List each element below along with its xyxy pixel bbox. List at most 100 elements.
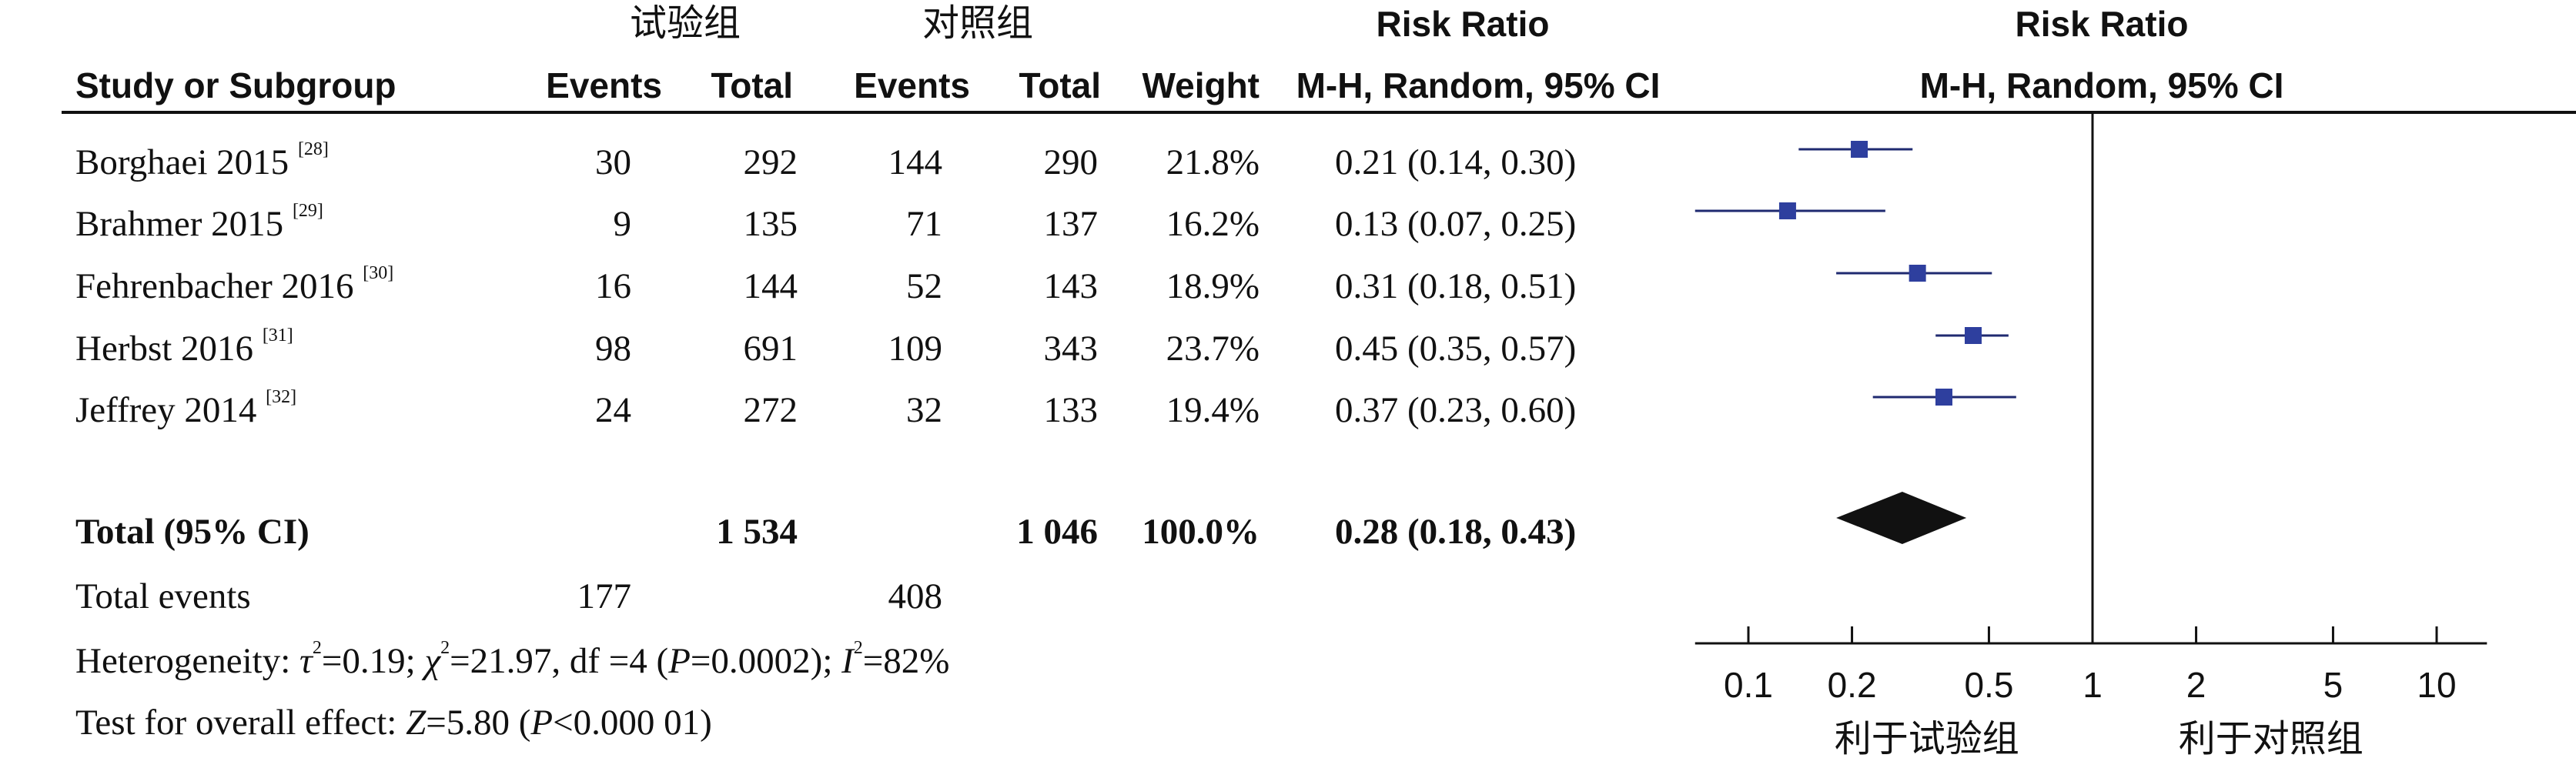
favours-experimental-label: 利于试验组 [1835,717,2019,760]
study-name: Borghaei 2015 [28] [75,140,329,182]
exp-total: 135 [743,204,798,244]
tau-squared: 2 [312,638,322,658]
rr-table-title: Risk Ratio [1376,4,1550,44]
exp-total: 272 [743,390,798,430]
ctl-total-header: Total [1019,65,1101,105]
tau-value: =0.19; [321,641,425,681]
exp-events: 98 [595,329,631,369]
heterogeneity-stats: Heterogeneity: τ2=0.19; χ2=21.97, df =4 … [75,639,950,681]
x-tick-label: 0.2 [1828,665,1877,705]
study-name: Brahmer 2015 [29] [75,202,323,244]
tau-symbol: τ [299,641,313,681]
study-name-text: Borghaei 2015 [75,142,289,182]
ctl-events-header: Events [854,65,970,105]
weight: 19.4% [1166,390,1260,430]
exp-events: 30 [595,142,631,182]
study-point-marker [1909,265,1926,282]
control-group-header: 对照组 [922,2,1033,45]
chi-symbol: χ [424,641,441,681]
ctl-events: 32 [906,390,942,430]
ctl-events: 52 [906,266,942,306]
weight: 16.2% [1166,204,1260,244]
study-point-marker [1851,141,1868,158]
study-column-header: Study or Subgroup [75,65,396,105]
exp-total: 691 [743,329,798,369]
chi-squared: 2 [440,638,450,658]
i-squared: 2 [853,638,863,658]
study-ref: [31] [262,326,293,346]
ctl-total: 143 [1043,266,1099,306]
study-point-marker [1778,202,1796,219]
z-symbol: Z [406,703,427,743]
i-symbol: I [841,641,854,681]
rr-ci: 0.37 (0.23, 0.60) [1335,390,1577,430]
total-events-exp: 177 [577,576,632,616]
study-name-text: Brahmer 2015 [75,204,284,244]
study-name-text: Herbst 2016 [75,329,254,369]
x-tick-label: 1 [2083,665,2103,705]
rr-method-header: M-H, Random, 95% CI [1296,65,1661,105]
ctl-total: 343 [1043,329,1099,369]
study-name-text: Jeffrey 2014 [75,390,257,430]
x-tick-label: 5 [2323,665,2343,705]
exp-total: 292 [743,142,798,182]
experimental-group-header: 试验组 [629,2,741,45]
study-name: Herbst 2016 [31] [75,326,293,369]
z-value: =5.80 ( [426,703,531,743]
exp-events: 16 [595,266,631,306]
study-ref: [28] [297,139,329,159]
p-value: =0.0002); [690,641,842,681]
weight: 23.7% [1166,329,1260,369]
i-value: =82% [862,641,950,681]
total-label: Total (95% CI) [75,512,309,552]
study-name: Jeffrey 2014 [32] [75,388,296,430]
rr-ci: 0.45 (0.35, 0.57) [1335,329,1577,369]
p-symbol: P [668,641,691,681]
study-ref: [29] [292,201,323,221]
weight: 18.9% [1166,266,1260,306]
pooled-diamond [1836,492,1967,544]
exp-events-header: Events [546,65,662,105]
ctl-total: 290 [1043,142,1099,182]
ctl-events: 144 [888,142,943,182]
heterogeneity-prefix: Heterogeneity: [75,641,300,681]
ctl-total: 137 [1043,204,1099,244]
overall-effect-test: Test for overall effect: Z=5.80 (P<0.000… [75,705,712,741]
exp-events: 9 [613,204,632,244]
study-name: Fehrenbacher 2016 [30] [75,264,393,306]
study-name-text: Fehrenbacher 2016 [75,266,354,306]
total-events-ctl: 408 [888,576,943,616]
total-weight: 100.0% [1142,512,1260,552]
x-tick-label: 0.5 [1964,665,2013,705]
study-ref: [32] [266,387,297,407]
total-events-label: Total events [75,576,251,616]
total-rr-ci: 0.28 (0.18, 0.43) [1335,512,1577,552]
plot-method-header: M-H, Random, 95% CI [1919,65,2284,105]
ctl-events: 109 [888,329,943,369]
rr-ci: 0.31 (0.18, 0.51) [1335,266,1577,306]
exp-total: 144 [743,266,798,306]
study-ref: [30] [363,263,394,283]
weight-header: Weight [1142,65,1260,105]
chi-value: =21.97, df =4 ( [450,641,669,681]
ctl-events: 71 [906,204,942,244]
rr-ci: 0.13 (0.07, 0.25) [1335,204,1577,244]
study-point-marker [1964,327,1982,344]
x-tick-label: 2 [2186,665,2206,705]
p-value: <0.000 01) [553,703,712,743]
exp-events: 24 [595,390,631,430]
total-exp-total: 1 534 [716,512,798,552]
overall-effect-prefix: Test for overall effect: [75,703,406,743]
ctl-total: 133 [1043,390,1099,430]
exp-total-header: Total [711,65,793,105]
rr-ci: 0.21 (0.14, 0.30) [1335,142,1577,182]
p-symbol: P [530,703,554,743]
header-rule [62,111,2576,114]
study-point-marker [1935,389,1952,406]
x-tick-label: 10 [2417,665,2456,705]
x-tick-label: 0.1 [1724,665,1773,705]
rr-plot-title: Risk Ratio [2015,4,2189,44]
favours-control-label: 利于对照组 [2179,717,2364,760]
total-ctl-total: 1 046 [1016,512,1098,552]
